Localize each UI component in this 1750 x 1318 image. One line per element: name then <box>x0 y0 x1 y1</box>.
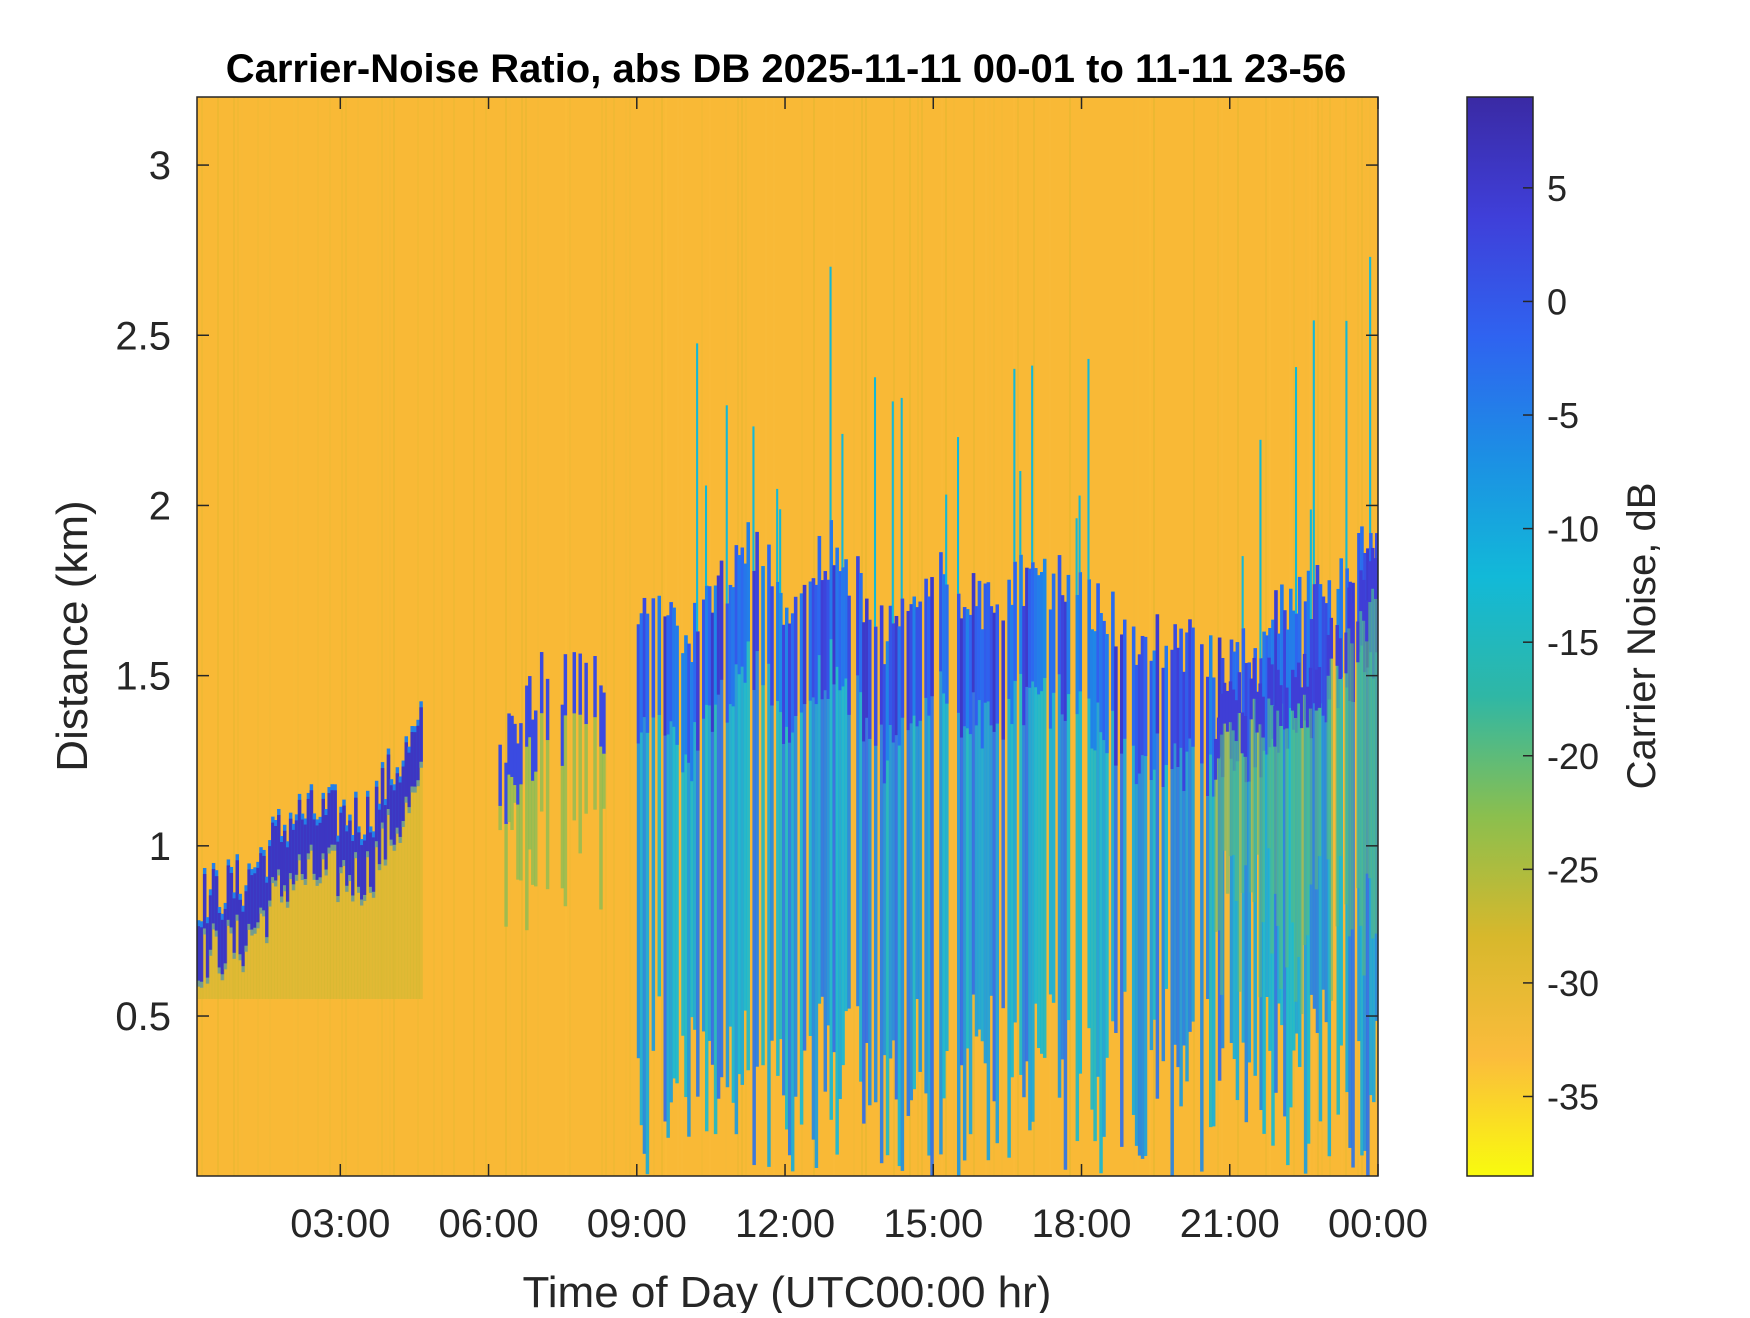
x-axis-label: Time of Day (UTC00:00 hr) <box>523 1268 1052 1313</box>
y-axis: 0.5 1 1.5 2 2.5 3 <box>115 144 1378 1039</box>
heatmap <box>197 97 1378 1176</box>
y-tick-label: 2.5 <box>115 314 171 358</box>
y-tick-label: 3 <box>149 144 171 188</box>
y-tick-label: 1 <box>149 825 171 869</box>
x-tick-label: 18:00 <box>1031 1202 1131 1246</box>
x-axis: 03:00 06:00 09:00 12:00 15:00 18:00 21:00 00:00 <box>290 97 1428 1246</box>
x-tick-label: 21:00 <box>1180 1202 1280 1246</box>
y-axis-label: Distance (km) <box>48 500 97 771</box>
colorbar-tick-label: -20 <box>1547 736 1599 777</box>
colorbar-tick-label: -10 <box>1547 509 1599 550</box>
heatmap-layer-3 <box>1213 547 1378 1015</box>
colorbar-tick-label: 0 <box>1547 281 1567 322</box>
y-tick-label: 0.5 <box>115 995 171 1039</box>
colorbar <box>1466 96 1534 1177</box>
y-tick-label: 2 <box>149 484 171 528</box>
colorbar-tick-label: -15 <box>1547 622 1599 663</box>
colorbar-label: Carrier Noise, dB <box>1620 483 1664 790</box>
chart-title: Carrier-Noise Ratio, abs DB 2025-11-11 0… <box>226 47 1347 91</box>
plot-frame <box>196 96 1379 1177</box>
colorbar-tick-label: -30 <box>1547 963 1599 1004</box>
heatmap-layer-0 <box>197 701 423 1000</box>
colorbar-tick-label: -5 <box>1547 395 1579 436</box>
x-tick-label: 03:00 <box>290 1202 390 1246</box>
x-tick-label: 09:00 <box>587 1202 687 1246</box>
colorbar-axis: 5 0 -5 -10 -15 -20 -25 -30 -35 <box>1523 168 1599 1117</box>
x-tick-label: 12:00 <box>735 1202 835 1246</box>
colorbar-tick-label: -35 <box>1547 1076 1599 1117</box>
x-tick-label: 00:00 <box>1328 1202 1428 1246</box>
heatmap-layer-1 <box>498 652 606 931</box>
y-tick-label: 1.5 <box>115 655 171 699</box>
x-tick-label: 06:00 <box>438 1202 538 1246</box>
colorbar-tick-label: -25 <box>1547 849 1599 890</box>
x-tick-label: 15:00 <box>883 1202 983 1246</box>
colorbar-tick-label: 5 <box>1547 168 1567 209</box>
